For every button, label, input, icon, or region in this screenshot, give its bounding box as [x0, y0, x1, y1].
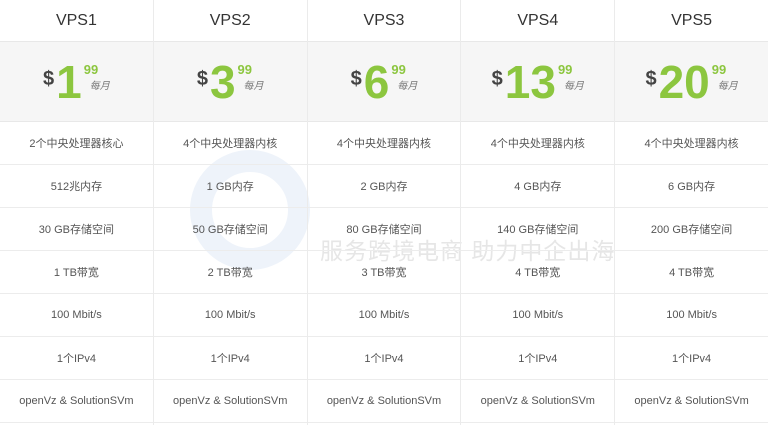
currency-symbol: $	[491, 68, 503, 90]
plan-name: VPS1	[0, 0, 153, 42]
currency-symbol: $	[43, 68, 55, 90]
plan-price: $ 1 99 每月	[0, 42, 153, 122]
plan-price: $ 13 99 每月	[461, 42, 615, 122]
feature-cell: 2个中央处理器核心	[0, 122, 153, 165]
feature-cell: 1个IPv4	[0, 337, 153, 380]
feature-cell: 1 TB带宽	[0, 251, 153, 294]
feature-cell: 140 GB存储空间	[461, 208, 615, 251]
plan-column: VPS4 $ 13 99 每月 4个中央处理器内核 4 GB内存 140 GB存储空…	[461, 0, 616, 425]
currency-symbol: $	[645, 68, 657, 90]
feature-cell: 4 TB带宽	[461, 251, 615, 294]
plan-name: VPS3	[307, 0, 461, 42]
feature-cell: 2 TB带宽	[153, 251, 307, 294]
feature-cell: 3 TB带宽	[307, 251, 461, 294]
feature-cell: 2 GB内存	[307, 165, 461, 208]
feature-cell: openVz & SolutionSVm	[307, 380, 461, 423]
plan-price: $ 3 99 每月	[153, 42, 307, 122]
plan-price: $ 20 99 每月	[615, 42, 768, 122]
price-cents: 99	[711, 61, 727, 77]
price-period: 每月	[717, 80, 738, 92]
feature-cell: 4 TB带宽	[615, 251, 768, 294]
feature-cell: 1 GB内存	[153, 165, 307, 208]
feature-cell: 30 GB存储空间	[0, 208, 153, 251]
price-period: 每月	[89, 80, 110, 92]
price-period: 每月	[243, 80, 264, 92]
plan-name: VPS5	[615, 0, 768, 42]
feature-cell: 1个IPv4	[153, 337, 307, 380]
feature-cell: openVz & SolutionSVm	[461, 380, 615, 423]
feature-cell: 4 GB内存	[461, 165, 615, 208]
feature-cell: 4个中央处理器内核	[307, 122, 461, 165]
plan-price: $ 6 99 每月	[307, 42, 461, 122]
feature-cell: 100 Mbit/s	[307, 294, 461, 337]
currency-symbol: $	[350, 68, 362, 90]
price-cents: 99	[83, 61, 99, 77]
plan-column: VPS2 $ 3 99 每月 4个中央处理器内核 1 GB内存 50 GB存储空间 2…	[153, 0, 308, 425]
feature-cell: 50 GB存储空间	[153, 208, 307, 251]
price-cents: 99	[557, 61, 573, 77]
feature-cell: 512兆内存	[0, 165, 153, 208]
currency-symbol: $	[196, 68, 208, 90]
feature-cell: 4个中央处理器内核	[615, 122, 768, 165]
plan-column: VPS1 $ 1 99 每月 2个中央处理器核心 512兆内存 30 GB存储空间 1…	[0, 0, 154, 425]
price-dollars: 1	[56, 55, 82, 108]
feature-cell: 6 GB内存	[615, 165, 768, 208]
feature-cell: 4个中央处理器内核	[461, 122, 615, 165]
feature-cell: 100 Mbit/s	[615, 294, 768, 337]
plan-name: VPS4	[461, 0, 615, 42]
feature-cell: 4个中央处理器内核	[153, 122, 307, 165]
feature-cell: openVz & SolutionSVm	[0, 380, 153, 423]
plan-column: VPS3 $ 6 99 每月 4个中央处理器内核 2 GB内存 80 GB存储空间 3…	[307, 0, 462, 425]
price-cents: 99	[391, 61, 406, 77]
feature-cell: openVz & SolutionSVm	[615, 380, 768, 423]
feature-cell: 80 GB存储空间	[307, 208, 461, 251]
plan-column: VPS5 $ 20 99 每月 4个中央处理器内核 6 GB内存 200 GB存储空…	[615, 0, 768, 425]
price-dollars: 3	[209, 55, 236, 108]
price-period: 每月	[563, 80, 584, 92]
price-dollars: 20	[658, 55, 710, 108]
feature-cell: 1个IPv4	[461, 337, 615, 380]
feature-cell: openVz & SolutionSVm	[153, 380, 307, 423]
feature-cell: 100 Mbit/s	[0, 294, 153, 337]
price-dollars: 6	[363, 55, 390, 108]
price-period: 每月	[397, 80, 418, 92]
price-dollars: 13	[504, 55, 556, 108]
feature-cell: 200 GB存储空间	[615, 208, 768, 251]
plan-name: VPS2	[153, 0, 307, 42]
feature-cell: 100 Mbit/s	[153, 294, 307, 337]
price-cents: 99	[237, 61, 253, 77]
feature-cell: 1个IPv4	[307, 337, 461, 380]
feature-cell: 100 Mbit/s	[461, 294, 615, 337]
feature-cell: 1个IPv4	[615, 337, 768, 380]
